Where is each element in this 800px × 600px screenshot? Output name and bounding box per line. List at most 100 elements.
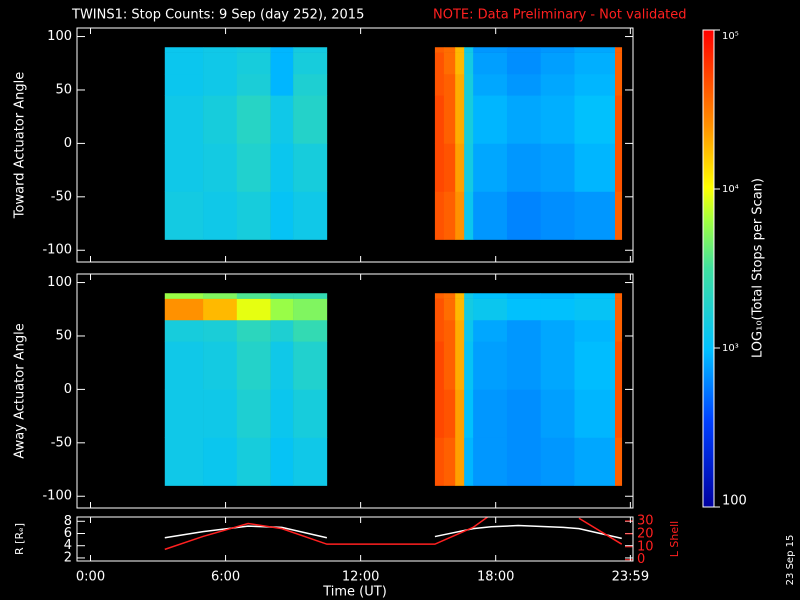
heatmap-cell bbox=[540, 437, 575, 486]
heatmap-cell bbox=[614, 389, 623, 438]
heatmap-cell bbox=[293, 95, 328, 144]
heatmap-cell bbox=[293, 47, 328, 53]
heatmap-cell bbox=[293, 298, 328, 321]
heatmap-cell bbox=[203, 437, 238, 486]
heatmap-cell bbox=[574, 95, 616, 144]
heatmap-cell bbox=[574, 389, 616, 438]
heatmap-cell bbox=[203, 293, 238, 299]
heatmap-cell bbox=[473, 319, 508, 342]
heatmap-cell bbox=[574, 293, 616, 299]
y-tick-label: -50 bbox=[51, 435, 72, 450]
heatmap-cell bbox=[574, 298, 616, 321]
y-tick-label: 50 bbox=[55, 328, 72, 343]
series-line bbox=[578, 517, 623, 545]
heatmap-cell bbox=[443, 437, 456, 486]
heatmap-cell bbox=[574, 319, 616, 342]
heatmap-cell bbox=[455, 298, 465, 321]
y-tick-label: -50 bbox=[51, 189, 72, 204]
heatmap-cell bbox=[270, 52, 294, 75]
heatmap-cell bbox=[236, 191, 271, 240]
y-axis-label: R [Rₑ] bbox=[13, 523, 26, 555]
heatmap-cell bbox=[614, 95, 623, 144]
heatmap-cell bbox=[614, 47, 623, 53]
heatmap-cell bbox=[464, 191, 474, 240]
chart-title: TWINS1: Stop Counts: 9 Sep (day 252), 20… bbox=[71, 8, 364, 23]
heatmap-cell bbox=[443, 95, 456, 144]
heatmap-cell bbox=[236, 52, 271, 75]
heatmap-cell bbox=[203, 52, 238, 75]
heatmap-cell bbox=[164, 191, 204, 240]
heatmap-cell bbox=[236, 73, 271, 96]
heatmap-cell bbox=[464, 319, 474, 342]
y-tick-label: 30 bbox=[637, 513, 654, 528]
heatmap-cell bbox=[540, 73, 575, 96]
y-tick-label: -100 bbox=[42, 243, 72, 258]
heatmap-cell bbox=[506, 47, 542, 53]
heatmap-cell bbox=[574, 73, 616, 96]
heatmap-cell bbox=[473, 95, 508, 144]
y-tick-label: 100 bbox=[47, 29, 72, 44]
y-tick-label: 6 bbox=[64, 526, 72, 541]
heatmap-cell bbox=[164, 47, 204, 53]
y-axis-label: Toward Actuator Angle bbox=[13, 72, 28, 219]
heatmap-cell bbox=[270, 73, 294, 96]
heatmap-cell bbox=[614, 437, 623, 486]
heatmap-cell bbox=[270, 95, 294, 144]
heatmap-cell bbox=[164, 319, 204, 342]
heatmap-cell bbox=[464, 341, 474, 390]
heatmap-cell bbox=[434, 143, 445, 192]
heatmap-cell bbox=[574, 52, 616, 75]
heatmap-cell bbox=[506, 191, 542, 240]
heatmap-cell bbox=[270, 298, 294, 321]
heatmap-cell bbox=[236, 95, 271, 144]
heatmap-cell bbox=[443, 298, 456, 321]
heatmap-cell bbox=[203, 47, 238, 53]
heatmap-cell bbox=[203, 95, 238, 144]
heatmap-cell bbox=[270, 143, 294, 192]
heatmap-cell bbox=[443, 341, 456, 390]
heatmap-cell bbox=[614, 52, 623, 75]
heatmap-cell bbox=[540, 143, 575, 192]
heatmap-cell bbox=[164, 73, 204, 96]
colorbar-label: LOG₁₀(Total Stops per Scan) bbox=[751, 178, 766, 358]
y-tick-label: 0 bbox=[64, 382, 72, 397]
heatmap-cell bbox=[270, 293, 294, 299]
colorbar-tick-label: 10⁴ bbox=[722, 184, 739, 195]
heatmap-cell bbox=[236, 143, 271, 192]
heatmap-cell bbox=[236, 389, 271, 438]
heatmap-cell bbox=[293, 341, 328, 390]
heatmap-cell bbox=[614, 191, 623, 240]
heatmap-cell bbox=[540, 341, 575, 390]
x-tick-label: 12:00 bbox=[342, 570, 379, 585]
heatmap-cell bbox=[164, 143, 204, 192]
heatmap-cell bbox=[464, 47, 474, 53]
heatmap-cell bbox=[270, 319, 294, 342]
colorbar-tick-label: 10⁵ bbox=[722, 31, 739, 42]
heatmap-cell bbox=[434, 52, 445, 75]
heatmap-cell bbox=[614, 298, 623, 321]
heatmap-cell bbox=[443, 191, 456, 240]
y-tick-label: 20 bbox=[637, 526, 654, 541]
heatmap-cell bbox=[443, 73, 456, 96]
y-tick-label: 8 bbox=[64, 514, 72, 529]
heatmap-cell bbox=[443, 143, 456, 192]
heatmap-cell bbox=[473, 341, 508, 390]
heatmap-cell bbox=[464, 52, 474, 75]
plot-frame bbox=[76, 273, 634, 509]
heatmap-cell bbox=[473, 298, 508, 321]
y-tick-label: 100 bbox=[47, 275, 72, 290]
heatmap-cell bbox=[164, 437, 204, 486]
heatmap-cell bbox=[164, 341, 204, 390]
heatmap-cell bbox=[236, 47, 271, 53]
heatmap-cell bbox=[434, 437, 445, 486]
heatmap-cell bbox=[464, 298, 474, 321]
heatmap-cell bbox=[434, 389, 445, 438]
heatmap-cell bbox=[506, 95, 542, 144]
note: NOTE: Data Preliminary - Not validated bbox=[433, 8, 687, 23]
heatmap-cell bbox=[455, 52, 465, 75]
heatmap-cell bbox=[473, 389, 508, 438]
heatmap-cell bbox=[443, 293, 456, 299]
heatmap-cell bbox=[455, 293, 465, 299]
heatmap-cell bbox=[203, 389, 238, 438]
heatmap-cell bbox=[506, 341, 542, 390]
